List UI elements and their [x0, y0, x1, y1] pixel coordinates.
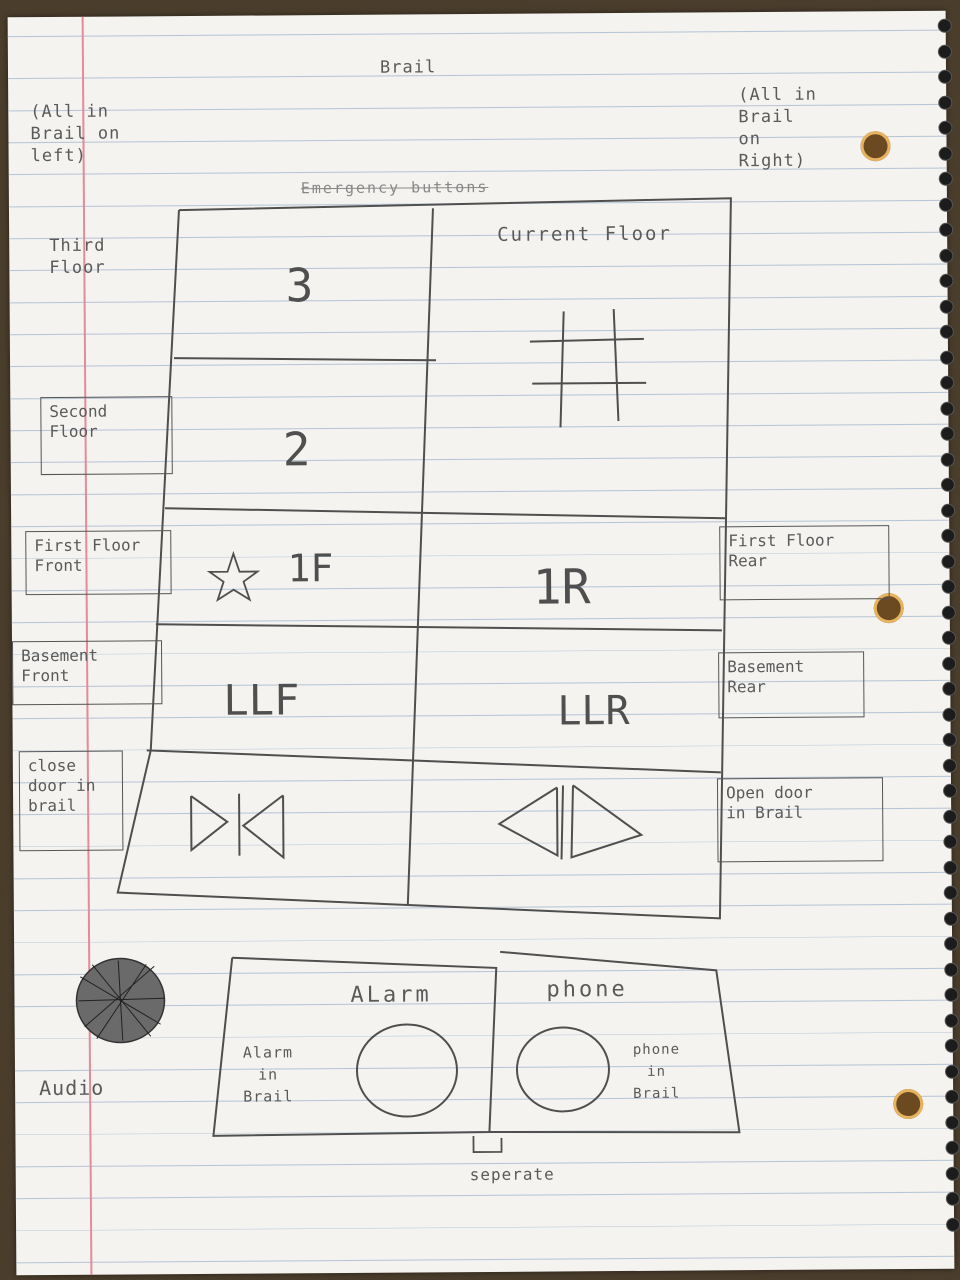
alarm-label: ALarm [350, 982, 432, 1008]
phone-label: phone [546, 976, 628, 1003]
alarm-brail-note: Alarm in Brail [242, 1043, 294, 1106]
phone-brail-note: phone in Brail [632, 1041, 681, 1102]
audio-label: Audio [39, 1075, 105, 1101]
alarm-button[interactable] [357, 1024, 458, 1117]
audio-speaker-icon [76, 958, 165, 1043]
separator-note: seperate [469, 1164, 555, 1185]
alarm-phone-outline [75, 950, 741, 1153]
panel-outline [116, 197, 732, 920]
phone-button[interactable] [517, 1027, 610, 1112]
notebook-page: Brail (All in Brail on left) (All in Bra… [7, 10, 960, 1276]
